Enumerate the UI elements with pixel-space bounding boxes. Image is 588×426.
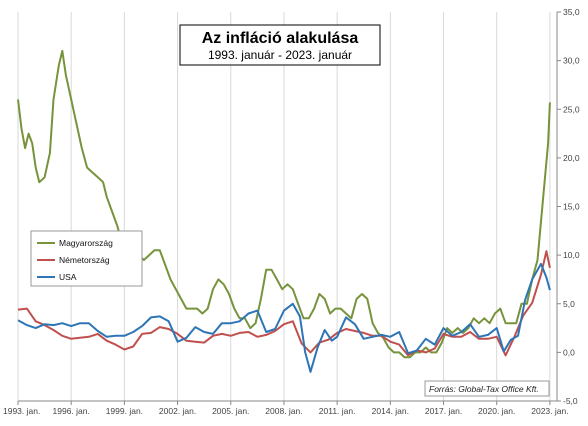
legend-label-nemetorszag: Németország — [59, 255, 110, 265]
y-tick-label: -5,0 — [563, 396, 578, 406]
x-tick-label: 2020. jan. — [478, 406, 515, 416]
chart-title: Az infláció alakulása — [202, 30, 359, 47]
axes: 1993. jan. 1996. jan. 1999. jan. 2002. jan.… — [3, 7, 580, 416]
x-tick-label: 1996. jan. — [53, 406, 90, 416]
series-line-nemetorszag — [17, 250, 551, 357]
y-tick-label: 25,0 — [563, 104, 580, 114]
vertical-gridlines — [17, 12, 551, 401]
x-tick-label: 2002. jan. — [159, 406, 196, 416]
y-tick-label: 15,0 — [563, 202, 580, 212]
y-tick-label: 10,0 — [563, 250, 580, 260]
x-tick-label: 2014. jan. — [372, 406, 409, 416]
x-tick-label: 1999. jan. — [106, 406, 143, 416]
y-tick-label: 20,0 — [563, 153, 580, 163]
y-tick-label: 30,0 — [563, 56, 580, 66]
chart-subtitle: 1993. január - 2023. január — [208, 48, 352, 62]
source-frame — [424, 380, 550, 397]
x-tick-label: 2008. jan. — [265, 406, 302, 416]
series-lines — [17, 49, 551, 373]
x-tick-label: 2011. jan. — [319, 406, 356, 416]
x-tick-label: 2023. jan. — [531, 406, 568, 416]
legend-label-usa: USA — [59, 272, 77, 282]
legend-label-magyarorszag: Magyarország — [59, 238, 113, 248]
y-tick-label: 5,0 — [563, 299, 575, 309]
series-line-usa — [17, 262, 551, 373]
source-note: Forrás: Global-Tax Office Kft. — [424, 380, 550, 397]
legend: Magyarország Németország USA — [30, 230, 143, 287]
title-frame — [179, 24, 381, 66]
source-text: Forrás: Global-Tax Office Kft. — [429, 384, 539, 394]
y-tick-label: 35,0 — [563, 7, 580, 17]
chart-title-box: Az infláció alakulása 1993. január - 202… — [179, 24, 381, 66]
x-tick-label: 2017. jan. — [425, 406, 462, 416]
x-tick-label: 2005. jan. — [212, 406, 249, 416]
x-tick-label: 1993. jan. — [3, 406, 40, 416]
y-tick-label: 0,0 — [563, 347, 575, 357]
